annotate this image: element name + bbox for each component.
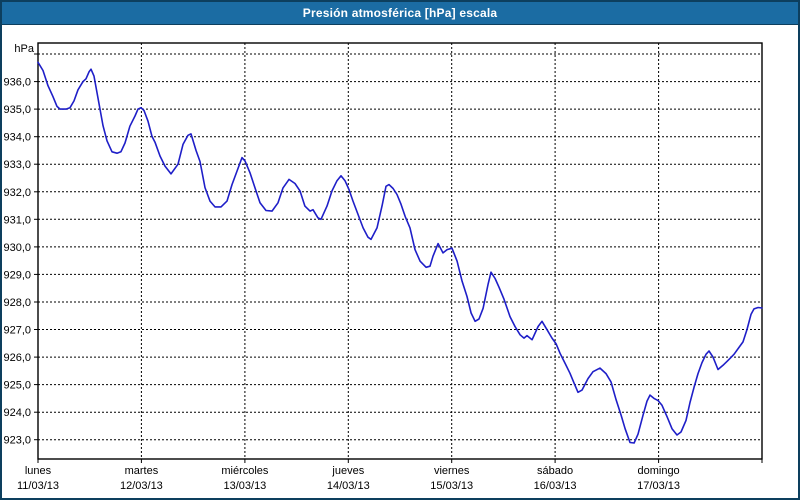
y-tick-label: 931,0 bbox=[3, 214, 31, 226]
y-tick-label: 934,0 bbox=[3, 132, 31, 144]
x-day-label: miércoles bbox=[221, 465, 269, 477]
x-day-label: viernes bbox=[434, 465, 470, 477]
x-date-label: 11/03/13 bbox=[17, 480, 59, 492]
y-tick-label: 936,0 bbox=[3, 77, 31, 89]
plot-frame bbox=[37, 42, 763, 460]
y-axis-unit-label: hPa bbox=[14, 43, 34, 55]
y-tick-label: 929,0 bbox=[3, 269, 31, 281]
y-tick-label: 923,0 bbox=[3, 435, 31, 447]
y-tick-label: 933,0 bbox=[3, 159, 31, 171]
window-title: Presión atmosférica [hPa] escala bbox=[2, 2, 798, 25]
x-day-label: domingo bbox=[637, 465, 679, 477]
x-day-label: sábado bbox=[537, 465, 573, 477]
x-day-label: lunes bbox=[25, 465, 52, 477]
y-tick-label: 926,0 bbox=[3, 352, 31, 364]
y-tick-label: 932,0 bbox=[3, 187, 31, 199]
x-day-label: jueves bbox=[331, 465, 364, 477]
y-tick-label: 928,0 bbox=[3, 297, 31, 309]
y-tick-label: 924,0 bbox=[3, 407, 31, 419]
x-date-label: 17/03/13 bbox=[637, 480, 680, 492]
chart-area: 936,0 935,0 934,0 933,0 932,0 931,0 930,0 929,0… bbox=[2, 25, 798, 498]
x-day-label: martes bbox=[125, 465, 159, 477]
y-tick-label: 930,0 bbox=[3, 242, 31, 254]
pressure-chart: 936,0 935,0 934,0 933,0 932,0 931,0 930,0 929,0… bbox=[3, 42, 763, 492]
y-tick-label: 927,0 bbox=[3, 325, 31, 337]
x-date-label: 15/03/13 bbox=[430, 480, 473, 492]
pressure-line-series bbox=[37, 61, 763, 444]
y-tick-label: 925,0 bbox=[3, 380, 31, 392]
x-date-label: 16/03/13 bbox=[534, 480, 577, 492]
x-date-label: 13/03/13 bbox=[223, 480, 266, 492]
x-date-label: 14/03/13 bbox=[327, 480, 370, 492]
y-tick-label: 935,0 bbox=[3, 104, 31, 116]
x-date-label: 12/03/13 bbox=[120, 480, 163, 492]
